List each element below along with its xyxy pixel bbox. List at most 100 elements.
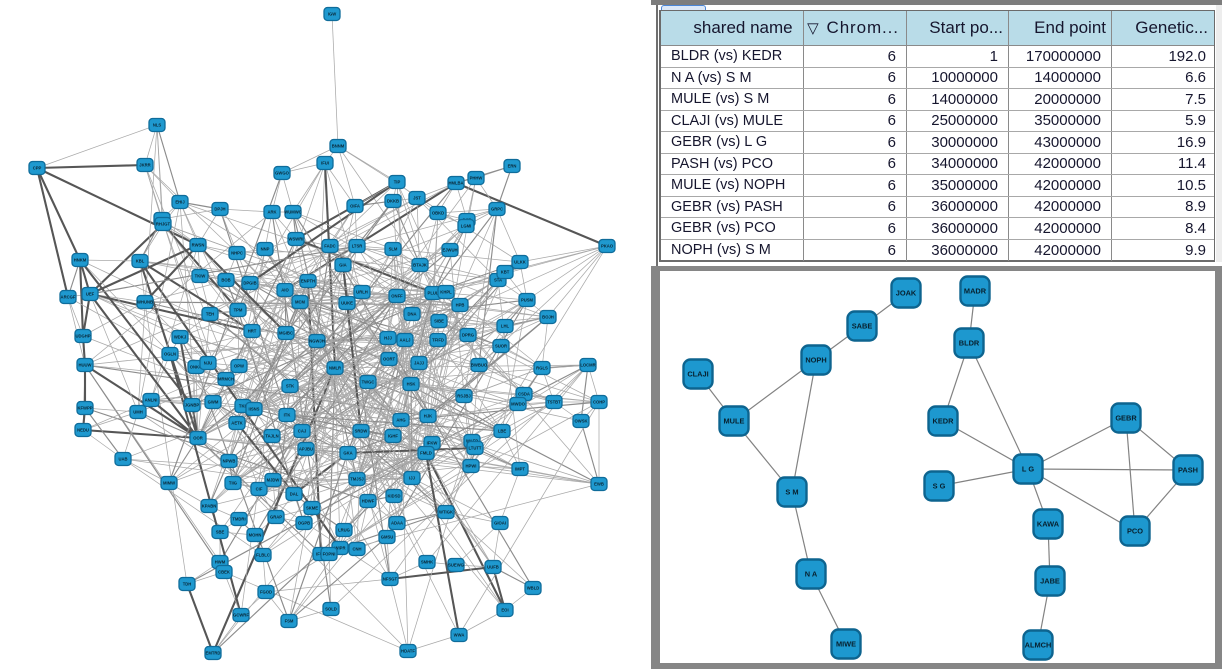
svg-text:WBLD: WBLD bbox=[527, 586, 540, 591]
svg-text:BWBUO: BWBUO bbox=[471, 363, 488, 368]
svg-text:MCM: MCM bbox=[295, 300, 306, 305]
svg-text:UUKE: UUKE bbox=[341, 301, 353, 306]
svg-text:TMDRI: TMDRI bbox=[232, 517, 245, 522]
svg-text:IFUI: IFUI bbox=[321, 161, 329, 166]
svg-text:WSWRI: WSWRI bbox=[289, 237, 304, 242]
svg-text:LOCMR: LOCMR bbox=[580, 363, 595, 368]
svg-text:TFIFD: TFIFD bbox=[432, 338, 444, 343]
svg-text:COHP: COHP bbox=[593, 400, 605, 405]
svg-text:ITK: ITK bbox=[284, 413, 291, 418]
svg-text:BLDR: BLDR bbox=[959, 339, 980, 348]
svg-text:MWDO: MWDO bbox=[511, 402, 525, 407]
svg-text:WTIGK: WTIGK bbox=[439, 510, 453, 515]
svg-text:SUEWG: SUEWG bbox=[448, 563, 464, 568]
svg-text:TWGC: TWGC bbox=[362, 380, 375, 385]
svg-text:RHJGT: RHJGT bbox=[156, 222, 171, 227]
svg-text:UDGHP: UDGHP bbox=[75, 334, 90, 339]
svg-text:TKIW: TKIW bbox=[195, 274, 206, 279]
svg-text:CIF: CIF bbox=[256, 487, 263, 492]
svg-text:MULE: MULE bbox=[724, 417, 745, 426]
svg-text:OORT: OORT bbox=[383, 357, 396, 362]
svg-text:WDKJ: WDKJ bbox=[174, 335, 187, 340]
svg-text:OGPB: OGPB bbox=[298, 521, 310, 526]
svg-text:FGOD: FGOD bbox=[260, 590, 272, 595]
svg-text:GRPC: GRPC bbox=[491, 207, 503, 212]
svg-text:CBEK: CBEK bbox=[218, 570, 230, 575]
svg-text:KAWA: KAWA bbox=[1037, 520, 1060, 529]
svg-text:NJU: NJU bbox=[204, 361, 212, 366]
svg-text:AALJ: AALJ bbox=[400, 338, 412, 343]
svg-text:IGHF: IGHF bbox=[388, 434, 398, 439]
svg-text:ANLNI: ANLNI bbox=[145, 398, 158, 403]
svg-text:GKA: GKA bbox=[343, 451, 352, 456]
svg-text:SOLD: SOLD bbox=[325, 607, 337, 612]
svg-text:PHHW: PHHW bbox=[470, 176, 483, 181]
svg-text:FMLD: FMLD bbox=[420, 451, 432, 456]
svg-text:TSTBT: TSTBT bbox=[547, 400, 561, 405]
svg-text:EWB: EWB bbox=[594, 482, 604, 487]
svg-text:DPJH: DPJH bbox=[214, 207, 225, 212]
svg-text:WIPR: WIPR bbox=[335, 546, 346, 551]
svg-text:SLM: SLM bbox=[389, 247, 398, 252]
svg-text:APJBU: APJBU bbox=[299, 447, 313, 452]
svg-text:TDH: TDH bbox=[183, 582, 192, 587]
svg-text:MOHN: MOHN bbox=[249, 533, 262, 538]
svg-text:OWSK: OWSK bbox=[574, 419, 587, 424]
svg-text:HRT: HRT bbox=[248, 329, 257, 334]
svg-text:TKL: TKL bbox=[239, 404, 248, 409]
svg-text:KBT: KBT bbox=[501, 270, 510, 275]
svg-text:WHUNB: WHUNB bbox=[137, 300, 153, 305]
svg-text:TAJLN: TAJLN bbox=[265, 434, 278, 439]
svg-text:SKME: SKME bbox=[306, 506, 318, 511]
svg-text:FSM: FSM bbox=[285, 619, 294, 624]
svg-text:ALMCH: ALMCH bbox=[1025, 641, 1052, 650]
svg-text:LTUTT: LTUTT bbox=[469, 446, 482, 451]
svg-text:PASH: PASH bbox=[1178, 466, 1198, 475]
svg-text:MJDW: MJDW bbox=[267, 478, 280, 483]
svg-text:TMJSJ: TMJSJ bbox=[350, 477, 364, 482]
svg-text:MGIBC: MGIBC bbox=[279, 331, 293, 336]
svg-text:S M: S M bbox=[785, 488, 798, 497]
svg-text:PCO: PCO bbox=[1127, 527, 1143, 536]
svg-text:TEH: TEH bbox=[206, 312, 214, 317]
svg-text:SBE: SBE bbox=[216, 530, 225, 535]
svg-text:IGW: IGW bbox=[328, 12, 336, 17]
svg-text:NLS: NLS bbox=[153, 123, 162, 128]
svg-text:MRMCH: MRMCH bbox=[218, 377, 234, 382]
svg-text:GWGO: GWGO bbox=[275, 171, 289, 176]
svg-text:DPGIB: DPGIB bbox=[243, 281, 256, 286]
svg-text:MIMW: MIMW bbox=[163, 481, 175, 486]
svg-text:UEF: UEF bbox=[86, 292, 95, 297]
svg-text:SABE: SABE bbox=[852, 322, 873, 331]
svg-text:GCWRF: GCWRF bbox=[233, 613, 249, 618]
svg-text:LGMI: LGMI bbox=[461, 224, 471, 229]
svg-text:AHG: AHG bbox=[396, 418, 405, 423]
svg-text:SMHK: SMHK bbox=[421, 560, 433, 565]
svg-text:ARCGF: ARCGF bbox=[61, 295, 76, 300]
svg-text:S G: S G bbox=[933, 482, 946, 491]
svg-text:PKAO: PKAO bbox=[601, 244, 614, 249]
svg-text:TIP: TIP bbox=[394, 180, 401, 185]
svg-text:GIA: GIA bbox=[339, 263, 346, 268]
svg-text:JGNBP: JGNBP bbox=[185, 403, 200, 408]
svg-text:PUSM: PUSM bbox=[521, 298, 534, 303]
svg-text:NNP: NNP bbox=[261, 247, 270, 252]
svg-text:FADC: FADC bbox=[324, 244, 335, 249]
svg-text:NFSGT: NFSGT bbox=[383, 577, 398, 582]
svg-text:NOPH: NOPH bbox=[805, 356, 826, 365]
svg-text:JAJJ: JAJJ bbox=[414, 361, 425, 366]
svg-text:N A: N A bbox=[805, 570, 818, 579]
svg-text:CLAJI: CLAJI bbox=[687, 370, 708, 379]
svg-text:OBKD: OBKD bbox=[432, 211, 444, 216]
svg-text:HJJ: HJJ bbox=[384, 336, 392, 341]
svg-text:HDATF: HDATF bbox=[401, 649, 415, 654]
svg-text:STA: STA bbox=[494, 278, 502, 283]
svg-text:KBL: KBL bbox=[136, 259, 145, 264]
svg-text:BOJH: BOJH bbox=[542, 315, 554, 320]
svg-text:UMH: UMH bbox=[133, 410, 143, 415]
svg-text:UUFB: UUFB bbox=[487, 565, 499, 570]
svg-text:KIDSD: KIDSD bbox=[387, 494, 400, 499]
svg-text:NGWJH: NGWJH bbox=[309, 339, 325, 344]
svg-text:HPB: HPB bbox=[456, 303, 465, 308]
svg-text:JST: JST bbox=[413, 196, 421, 201]
